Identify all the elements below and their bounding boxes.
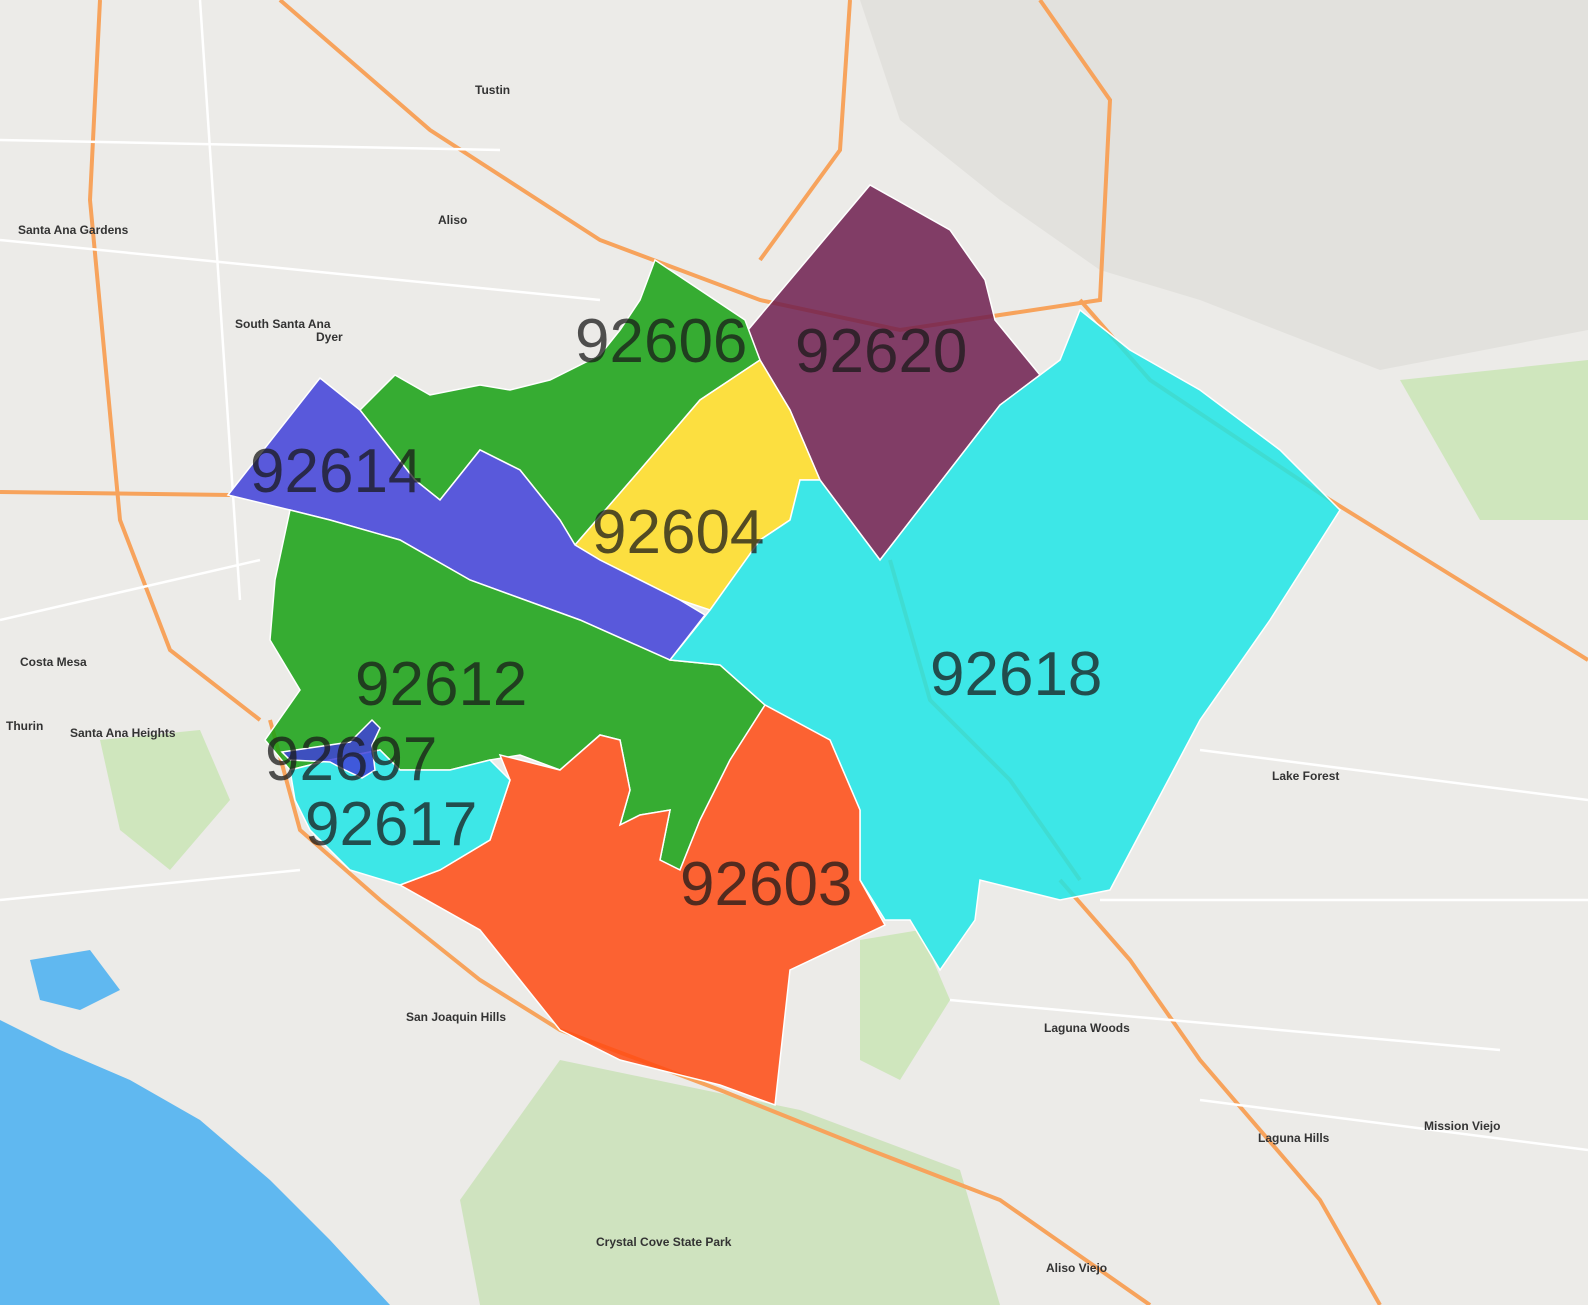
place-label: Tustin	[475, 83, 510, 97]
place-label: South Santa Ana	[235, 317, 331, 331]
zip-label-92617: 92617	[305, 790, 477, 859]
terrain	[100, 0, 1588, 1305]
place-label: Laguna Hills	[1258, 1131, 1330, 1145]
place-label: Santa Ana Heights	[70, 726, 176, 740]
zip-area-92617[interactable]	[289, 749, 511, 886]
zip-area-92697[interactable]	[280, 718, 381, 779]
place-label: Santa Ana Gardens	[18, 223, 129, 237]
place-label: Costa Mesa	[20, 655, 87, 669]
zip-label-92697: 92697	[265, 725, 437, 794]
place-label: San Joaquin Hills	[406, 1010, 506, 1024]
place-label: Crystal Cove State Park	[596, 1235, 732, 1249]
place-label: Aliso Viejo	[1046, 1261, 1107, 1275]
place-label: Laguna Woods	[1044, 1021, 1130, 1035]
zip-label-92603: 92603	[680, 850, 852, 919]
zip-label-92606: 92606	[575, 307, 747, 376]
place-label: Thurin	[6, 719, 43, 733]
zip-label-92618: 92618	[930, 640, 1102, 709]
zip-label-92620: 92620	[795, 317, 967, 386]
zip-label-92604: 92604	[592, 498, 764, 567]
place-label: Mission Viejo	[1424, 1119, 1500, 1133]
ocean	[0, 1020, 390, 1305]
zip-label-92614: 92614	[250, 437, 422, 506]
zip-label-92612: 92612	[355, 650, 527, 719]
bay	[30, 950, 120, 1010]
place-label: Lake Forest	[1272, 769, 1339, 783]
place-label: Dyer	[316, 330, 343, 344]
place-label: Aliso	[438, 213, 467, 227]
